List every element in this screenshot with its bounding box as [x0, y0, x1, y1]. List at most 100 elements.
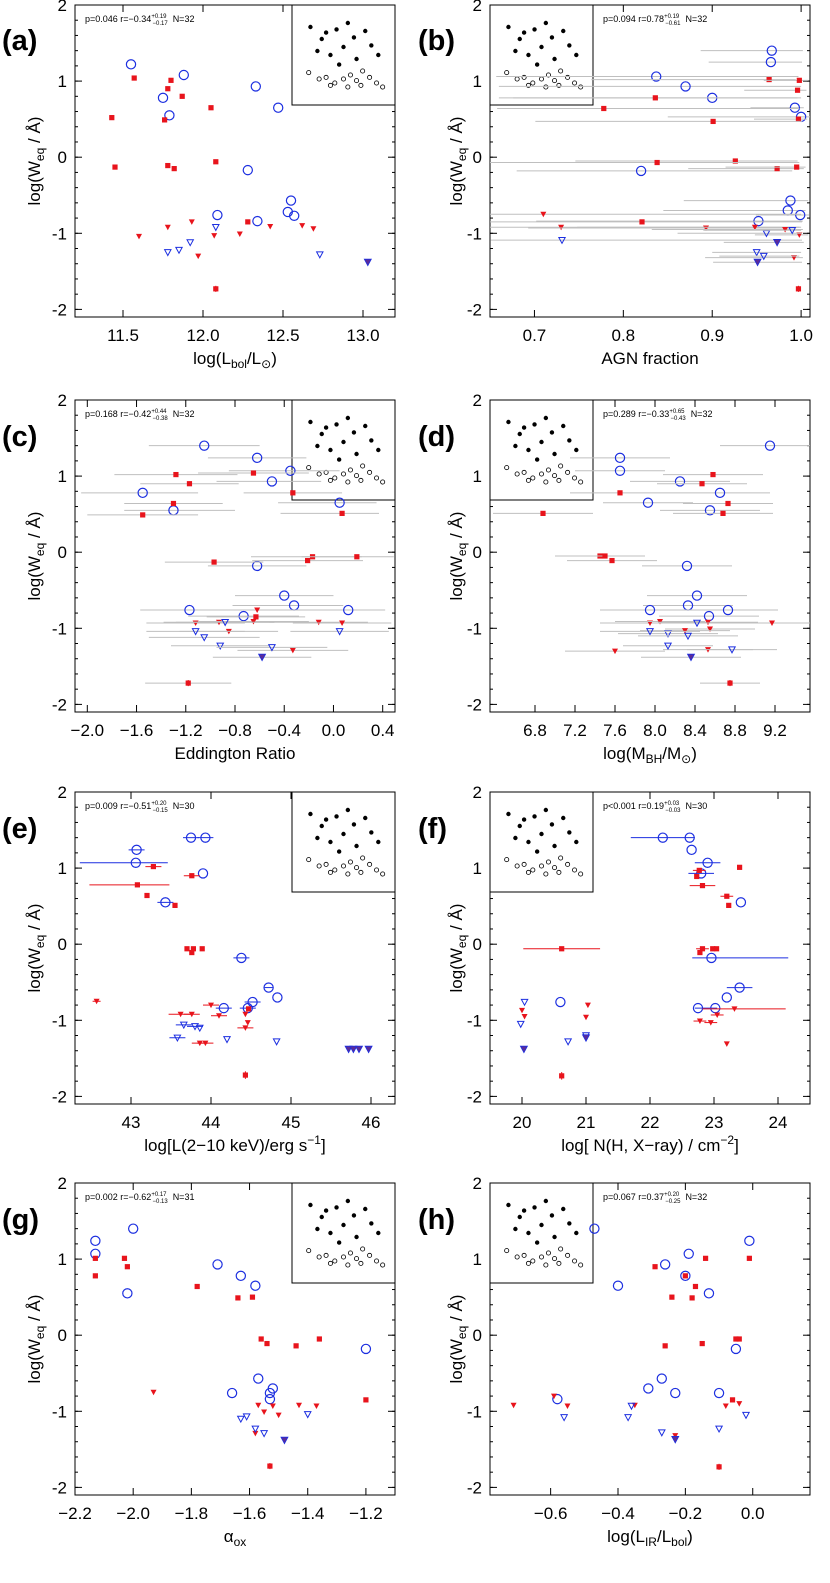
inset-point [567, 438, 572, 443]
inset-point [521, 861, 527, 867]
inset-point [376, 1230, 381, 1236]
inset-point [319, 823, 324, 829]
y-tick-label: -1 [467, 1402, 482, 1421]
stats-part: p=0.002 r=−0.62 [85, 1192, 151, 1202]
inset-point [345, 807, 351, 813]
x-tick-label: 12.5 [266, 326, 299, 345]
y-tick-label: 2 [58, 1174, 67, 1193]
inset-point [308, 419, 313, 425]
marker-filled-triangle [782, 226, 789, 233]
x-axis-label-part: log[L(2−10 keV)/erg s [144, 1136, 307, 1155]
inset-point [376, 839, 381, 845]
marker-open-circle [289, 210, 300, 221]
marker-filled-square [293, 1343, 299, 1349]
marker-open-circle [765, 56, 777, 68]
inset-point [380, 871, 386, 877]
marker-open-circle [250, 1280, 261, 1291]
panel-c: -2 -1 0 1 2 −2.0 −1.6 −1.2 −0.8 −0.4 0.0 0.4 Eddingt… [2, 391, 396, 763]
marker-filled-square [189, 873, 195, 879]
marker-filled-square [724, 893, 730, 899]
x-axis-label-part: /L [247, 349, 261, 368]
marker-filled-square [601, 105, 607, 112]
marker-filled-square [652, 95, 658, 101]
x-axis-label-part: log(L [193, 349, 231, 368]
data-points [81, 440, 394, 687]
inset-point [513, 835, 518, 841]
marker-open-triangle [190, 1023, 200, 1031]
inset-point [306, 857, 312, 863]
stats-part: N=32 [685, 14, 707, 24]
marker-open-circle [683, 1248, 694, 1259]
marker-filled-square [727, 680, 733, 686]
inset-point [345, 479, 351, 485]
inset-point [319, 36, 324, 42]
y-axis-label: log(Weq / Å) [447, 512, 469, 601]
marker-filled-square [652, 1264, 658, 1270]
inset-point [340, 1254, 346, 1260]
inset-point [534, 849, 540, 854]
y-tick-label: -1 [52, 619, 67, 638]
marker-filled-triangle [707, 626, 713, 633]
inset-point [514, 863, 520, 869]
inset-point [517, 1214, 522, 1220]
inset-point [517, 431, 522, 437]
inset-point [561, 815, 566, 821]
inset-frame [291, 791, 396, 893]
marker-open-triangle [216, 642, 225, 651]
inset-point [315, 48, 320, 54]
marker-filled-square [92, 1255, 98, 1261]
stats-part: N=30 [685, 801, 707, 811]
x-axis-label-part: ⊙ [681, 752, 691, 766]
panel-letter: (g) [2, 1204, 39, 1236]
inset-point [552, 56, 557, 62]
y-tick-label: 0 [473, 543, 482, 562]
stats-text: p=0.067 r=0.37+0.20 −0.25 N=32 [603, 1192, 707, 1205]
inset-point [558, 463, 564, 469]
marker-filled-triangle [657, 618, 663, 625]
marker-filled-triangle [584, 1002, 591, 1009]
x-tick-label: 11.5 [107, 326, 139, 345]
inset-point [323, 817, 329, 822]
marker-filled-triangle [714, 1012, 721, 1018]
marker-open-triangle [557, 236, 567, 245]
x-tick-label: −1.8 [175, 1504, 209, 1523]
marker-filled-square [363, 1397, 369, 1403]
inset-point [539, 439, 544, 445]
marker-filled-triangle [188, 219, 195, 225]
axis-frame [74, 791, 396, 1105]
inset-point [556, 1260, 562, 1266]
inset-point [539, 863, 545, 869]
inset-point [341, 1222, 346, 1228]
marker-filled-square [150, 863, 156, 870]
inset-point [578, 1262, 584, 1268]
marker-filled-square [682, 1273, 688, 1279]
inset-point [567, 830, 572, 835]
inset-point [539, 471, 545, 477]
x-tick-label: 6.8 [523, 721, 547, 740]
y-axis-label: log(Weq / Å) [447, 904, 469, 993]
y-tick-label: -2 [467, 1478, 482, 1497]
stats-text: p=0.289 r=−0.33+0.65 −0.43 N=32 [603, 409, 712, 422]
inset-point [332, 80, 338, 86]
stats-part: −0.43 [671, 416, 687, 422]
data-points [109, 59, 372, 292]
marker-open-circle [122, 1288, 133, 1299]
marker-open-circle [343, 604, 354, 616]
inset-point [530, 1258, 536, 1264]
marker-open-triangle [163, 249, 172, 257]
inset-point [334, 1205, 339, 1210]
inset-point [376, 52, 381, 58]
x-tick-label: 0.9 [700, 326, 724, 345]
inset-point [345, 1198, 351, 1204]
inset-point [369, 43, 374, 48]
inset-point [319, 431, 324, 437]
marker-open-circle [238, 610, 249, 622]
marker-open-circle [199, 440, 210, 451]
marker-filled-triangle [242, 1011, 249, 1018]
data-points [516, 832, 789, 1080]
y-axis-label: log(Weq / Å) [25, 117, 47, 206]
stats-text: p=0.094 r=0.78+0.19 −0.61 N=32 [603, 14, 707, 27]
panel-a: -2 -1 0 1 2 11.5 12.0 12.5 13.0 log(Lbol/L⊙) log(W… [2, 0, 396, 371]
y-axis-label-part: log(W [25, 161, 44, 205]
